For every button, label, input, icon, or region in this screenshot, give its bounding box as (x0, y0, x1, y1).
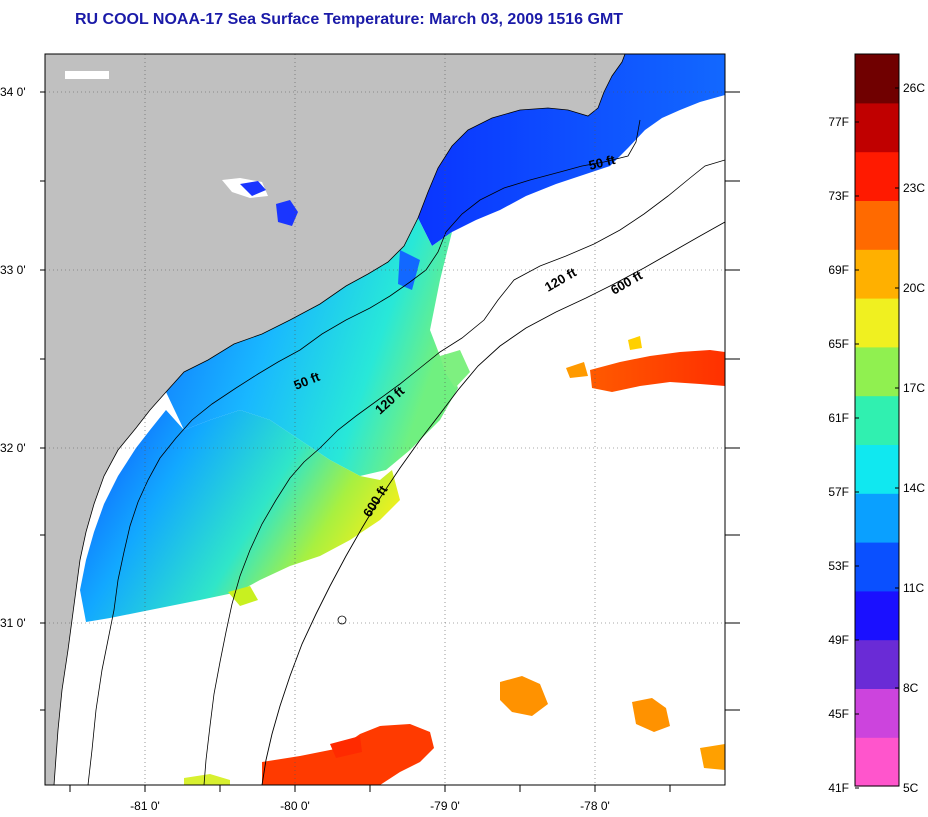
colorbar-c-label: 11C (903, 581, 924, 595)
colorbar-swatch (855, 346, 899, 397)
colorbar-f-label: 73F (828, 189, 849, 203)
sst-warm-speckle (566, 362, 588, 378)
lon-label-80: -80 0' (280, 799, 310, 813)
lat-label-33: 33 0' (0, 263, 26, 277)
colorbar-f-label: 77F (828, 115, 849, 129)
colorbar-c-label: 20C (903, 281, 925, 295)
isobath-50ft (87, 119, 641, 785)
sst-speckle (440, 350, 470, 388)
sst-speckle (184, 774, 230, 785)
contour-label-50ft-north: 50 ft (587, 152, 617, 173)
colorbar-swatch (855, 542, 899, 592)
colorbar-swatch (855, 102, 899, 153)
colorbar-swatch (855, 493, 899, 543)
bathymetry-knoll (337, 615, 347, 625)
sst-warm-patch (632, 698, 670, 732)
lake-sst (276, 200, 298, 226)
sst-warm-speckle (628, 336, 642, 350)
lat-label-31: 31 0' (0, 616, 26, 630)
colorbar-f-label: 65F (828, 337, 849, 351)
colorbar-f-label: 53F (828, 559, 849, 573)
coastline (53, 54, 626, 785)
colorbar-swatch (855, 688, 899, 738)
colorbar-swatch (855, 249, 899, 299)
colorbar-swatch (855, 200, 899, 250)
colorbar-f-label: 69F (828, 263, 849, 277)
colorbar-c-label: 14C (903, 481, 925, 495)
colorbar-f-label: 61F (828, 411, 849, 425)
sst-coastal-north (418, 54, 725, 246)
colorbar-frame (854, 53, 900, 787)
colorbar-swatch (855, 639, 899, 689)
colorbar-swatch (855, 54, 899, 104)
colorbar-f-label: 49F (828, 633, 849, 647)
colorbar-swatch (855, 737, 899, 787)
isobath-600ft (261, 221, 725, 785)
land-area (45, 54, 625, 785)
colorbar-swatches (855, 54, 899, 787)
colorbar-c-label: 8C (903, 681, 919, 695)
lon-label-81: -81 0' (130, 799, 160, 813)
colorbar-c-label: 5C (903, 781, 919, 795)
map-title: RU COOL NOAA-17 Sea Surface Temperature:… (75, 11, 624, 28)
colorbar-swatch (855, 590, 899, 641)
colorbar-c-label: 23C (903, 181, 925, 195)
sst-speckle (330, 736, 362, 758)
colorbar-swatch (855, 395, 899, 445)
colorbar-f-label: 57F (828, 485, 849, 499)
sst-warm-patch (700, 744, 725, 770)
colorbar-c-label: 17C (903, 381, 925, 395)
sst-warm-east (590, 350, 725, 392)
lat-label-32: 32 0' (0, 441, 26, 455)
lake-sst (240, 181, 266, 196)
isobath-120ft (203, 159, 725, 785)
axis-ticks (40, 91, 740, 792)
sst-coastal-mid (166, 218, 458, 476)
colorbar-swatch (855, 444, 899, 494)
colorbar-f-label: 45F (828, 707, 849, 721)
lat-label-34: 34 0' (0, 85, 26, 99)
sst-warm-patch (500, 676, 548, 716)
colorbar-swatch (855, 298, 899, 348)
colorbar-f-label: 41F (828, 781, 849, 795)
colorbar-ticks (855, 87, 899, 789)
colorbar-swatch (855, 151, 899, 201)
colorbar-c-label: 26C (903, 81, 925, 95)
graticule (45, 54, 725, 785)
lake (65, 71, 109, 79)
sst-coastal-south (80, 410, 400, 622)
lon-label-78: -78 0' (580, 799, 610, 813)
lon-label-79: -79 0' (430, 799, 460, 813)
